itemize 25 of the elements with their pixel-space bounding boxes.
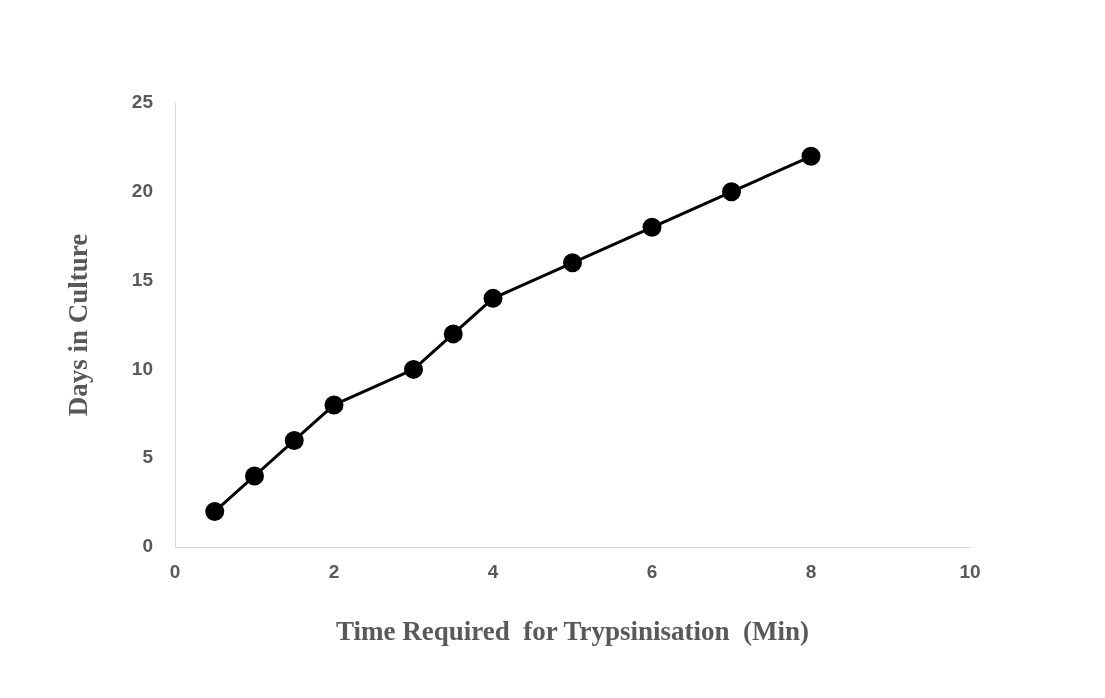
x-tick-label: 8 (805, 560, 817, 582)
y-tick-label: 0 (142, 535, 153, 557)
point (324, 395, 344, 415)
x-tick-label: 0 (169, 560, 181, 582)
y-axis-title: Days in Culture (63, 233, 94, 417)
point (443, 324, 463, 344)
y-tick-label: 25 (131, 91, 154, 113)
point (245, 466, 264, 486)
point (284, 430, 304, 450)
y-tick-label: 5 (142, 446, 154, 468)
x-axis-title: Time Required for Trypsinisation (Min) (335, 615, 810, 646)
x-tick-label: 10 (959, 560, 981, 582)
point (642, 217, 662, 237)
point (205, 501, 225, 521)
x-tick-label: 4 (487, 560, 499, 582)
point (483, 288, 503, 308)
point (404, 359, 423, 379)
y-tick-label: 20 (131, 180, 153, 202)
point (563, 253, 582, 273)
x-tick-label: 6 (646, 560, 658, 582)
point (801, 146, 821, 166)
x-tick-label: 2 (328, 560, 340, 582)
y-tick-label: 15 (131, 268, 154, 290)
y-tick-label: 10 (131, 357, 153, 379)
point (722, 182, 741, 202)
